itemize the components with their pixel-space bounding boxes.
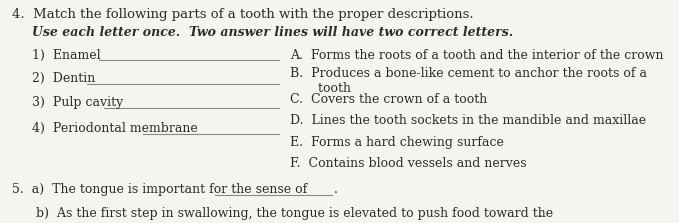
- Text: 5.  a)  The tongue is important for the sense of: 5. a) The tongue is important for the se…: [12, 183, 308, 196]
- Text: E.  Forms a hard chewing surface: E. Forms a hard chewing surface: [290, 136, 504, 149]
- Text: B.  Produces a bone-like cement to anchor the roots of a
       tooth: B. Produces a bone-like cement to anchor…: [290, 67, 647, 95]
- Text: C.  Covers the crown of a tooth: C. Covers the crown of a tooth: [290, 93, 488, 106]
- Text: 1)  Enamel: 1) Enamel: [32, 49, 100, 62]
- Text: 4.  Match the following parts of a tooth with the proper descriptions.: 4. Match the following parts of a tooth …: [12, 8, 474, 21]
- Text: b)  As the first step in swallowing, the tongue is elevated to push food toward : b) As the first step in swallowing, the …: [12, 207, 553, 220]
- Text: D.  Lines the tooth sockets in the mandible and maxillae: D. Lines the tooth sockets in the mandib…: [290, 114, 646, 127]
- Text: .: .: [539, 207, 543, 220]
- Text: F.  Contains blood vessels and nerves: F. Contains blood vessels and nerves: [290, 157, 527, 170]
- Text: 3)  Pulp cavity: 3) Pulp cavity: [32, 96, 123, 109]
- Text: A.  Forms the roots of a tooth and the interior of the crown: A. Forms the roots of a tooth and the in…: [290, 49, 663, 62]
- Text: .: .: [333, 183, 337, 196]
- Text: 4)  Periodontal membrane: 4) Periodontal membrane: [32, 122, 198, 135]
- Text: Use each letter once.  Two answer lines will have two correct letters.: Use each letter once. Two answer lines w…: [32, 26, 513, 39]
- Text: 2)  Dentin: 2) Dentin: [32, 72, 95, 85]
